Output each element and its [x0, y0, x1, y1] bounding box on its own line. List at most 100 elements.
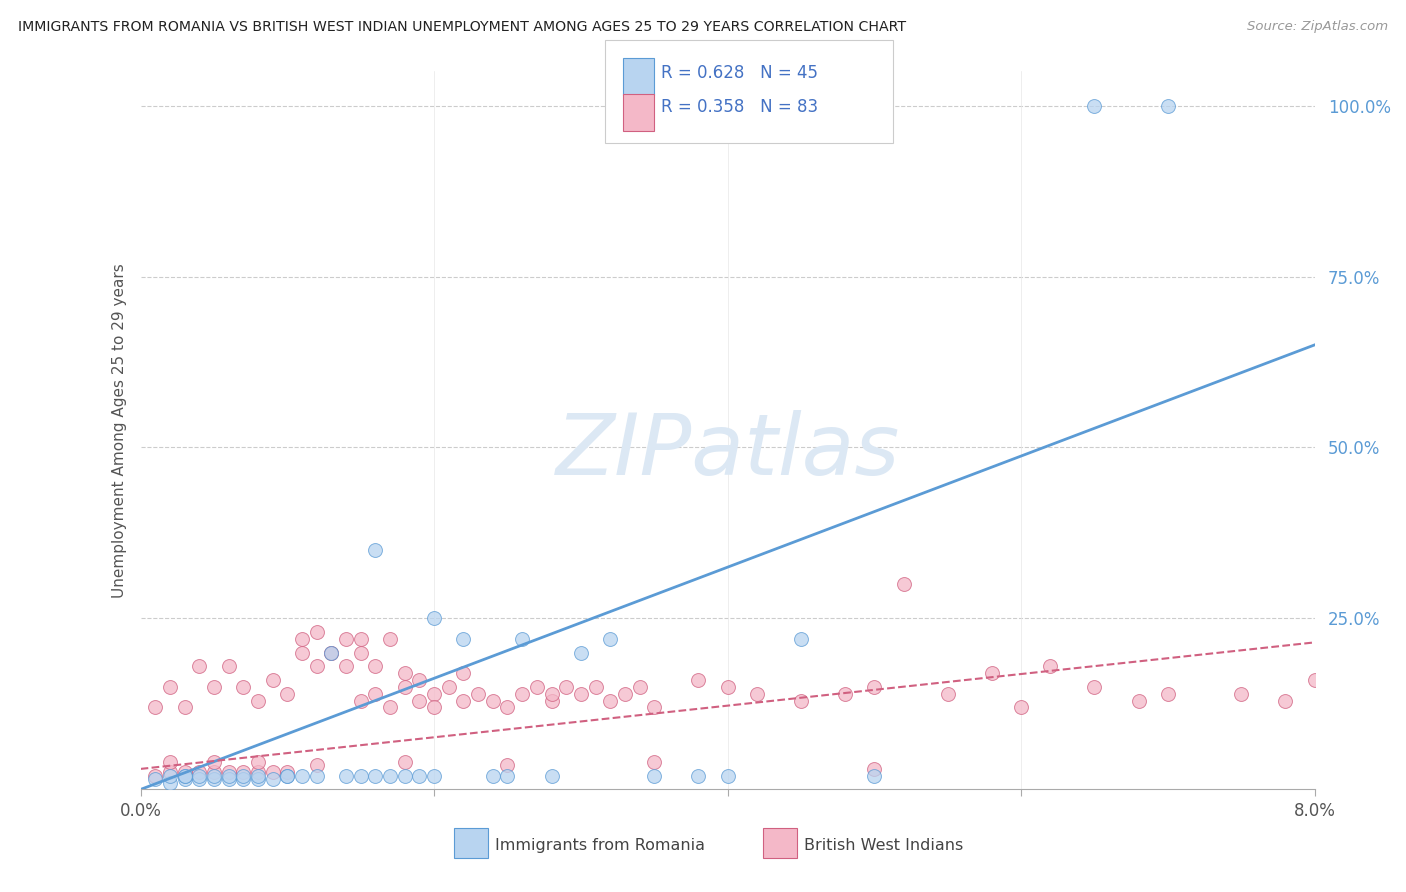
Point: [394, 769, 416, 783]
Point: [202, 765, 225, 780]
Point: [453, 666, 475, 681]
Point: [291, 646, 314, 660]
Point: [262, 673, 284, 687]
Point: [423, 700, 446, 714]
Point: [173, 772, 195, 787]
Point: [143, 700, 166, 714]
Point: [863, 769, 886, 783]
Point: [321, 646, 343, 660]
Point: [1274, 693, 1296, 707]
Point: [437, 680, 460, 694]
Point: [745, 687, 768, 701]
Point: [202, 755, 225, 769]
Text: IMMIGRANTS FROM ROMANIA VS BRITISH WEST INDIAN UNEMPLOYMENT AMONG AGES 25 TO 29 : IMMIGRANTS FROM ROMANIA VS BRITISH WEST …: [18, 20, 907, 34]
Point: [643, 769, 665, 783]
Point: [423, 687, 446, 701]
Point: [291, 632, 314, 646]
Point: [378, 632, 401, 646]
Point: [423, 611, 446, 625]
Point: [569, 646, 592, 660]
Y-axis label: Unemployment Among Ages 25 to 29 years: Unemployment Among Ages 25 to 29 years: [111, 263, 127, 598]
Point: [173, 769, 195, 783]
Point: [394, 666, 416, 681]
Point: [143, 769, 166, 783]
Point: [585, 680, 607, 694]
Point: [599, 693, 621, 707]
Point: [188, 659, 211, 673]
Point: [540, 693, 562, 707]
Text: R = 0.628   N = 45: R = 0.628 N = 45: [661, 64, 818, 82]
Point: [276, 769, 298, 783]
Point: [1128, 693, 1150, 707]
Text: British West Indians: British West Indians: [804, 838, 963, 853]
Point: [202, 680, 225, 694]
Text: Immigrants from Romania: Immigrants from Romania: [495, 838, 704, 853]
Point: [980, 666, 1002, 681]
Point: [790, 632, 813, 646]
Point: [467, 687, 489, 701]
Point: [628, 680, 651, 694]
Point: [143, 772, 166, 787]
Point: [188, 769, 211, 783]
Point: [643, 755, 665, 769]
Point: [394, 755, 416, 769]
Point: [936, 687, 959, 701]
Point: [232, 769, 254, 783]
Point: [378, 700, 401, 714]
Point: [1010, 700, 1032, 714]
Point: [321, 646, 343, 660]
Point: [540, 769, 562, 783]
Point: [276, 769, 298, 783]
Point: [1157, 98, 1180, 112]
Point: [453, 693, 475, 707]
Point: [364, 687, 387, 701]
Point: [247, 765, 270, 780]
Point: [540, 687, 562, 701]
Point: [321, 646, 343, 660]
Point: [453, 632, 475, 646]
Point: [717, 680, 740, 694]
Point: [218, 659, 240, 673]
Point: [218, 772, 240, 787]
Point: [496, 700, 519, 714]
Point: [305, 625, 328, 640]
Text: ZIPatlas: ZIPatlas: [555, 410, 900, 493]
Point: [510, 632, 533, 646]
Point: [232, 680, 254, 694]
Point: [688, 673, 710, 687]
Point: [188, 765, 211, 780]
Point: [717, 769, 740, 783]
Point: [364, 543, 387, 558]
Point: [173, 765, 195, 780]
Point: [688, 769, 710, 783]
Text: R = 0.358   N = 83: R = 0.358 N = 83: [661, 98, 818, 116]
Point: [247, 772, 270, 787]
Point: [1303, 673, 1326, 687]
Point: [643, 700, 665, 714]
Point: [408, 673, 430, 687]
Point: [247, 693, 270, 707]
Point: [188, 772, 211, 787]
Point: [202, 772, 225, 787]
Point: [159, 680, 181, 694]
Point: [1039, 659, 1062, 673]
Point: [364, 769, 387, 783]
Point: [408, 769, 430, 783]
Point: [159, 775, 181, 789]
Point: [1157, 687, 1180, 701]
Point: [364, 659, 387, 673]
Point: [423, 769, 446, 783]
Point: [1083, 680, 1105, 694]
Point: [482, 769, 505, 783]
Point: [262, 765, 284, 780]
Point: [159, 755, 181, 769]
Point: [863, 762, 886, 776]
Point: [834, 687, 856, 701]
Point: [159, 769, 181, 783]
Point: [305, 758, 328, 772]
Point: [510, 687, 533, 701]
Point: [555, 680, 578, 694]
Point: [496, 758, 519, 772]
Point: [496, 769, 519, 783]
Point: [247, 755, 270, 769]
